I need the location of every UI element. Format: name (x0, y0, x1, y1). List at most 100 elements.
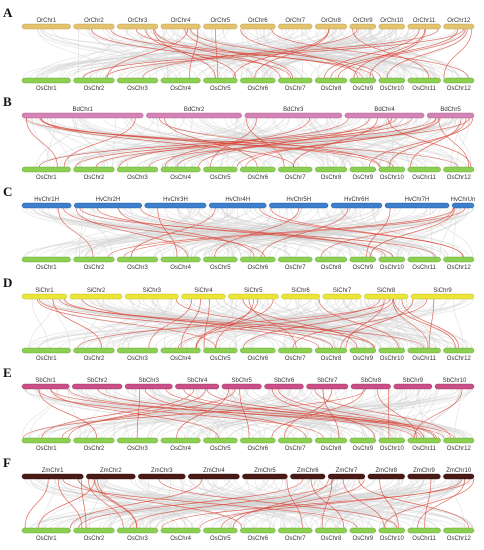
top-chromosome-label: BdChr1 (73, 107, 94, 113)
rice-chromosome-bar (278, 347, 313, 354)
synteny-link (166, 28, 384, 79)
top-chromosome-label: HvChr5H (286, 197, 311, 203)
rice-chromosome-label: OsChr9 (352, 265, 373, 271)
synteny-link (251, 117, 345, 168)
top-chromosome-bar (21, 293, 67, 300)
top-chromosome-bar (138, 473, 186, 480)
synteny-link (130, 207, 189, 258)
synteny-link (78, 207, 84, 258)
rice-chromosome-bar (21, 166, 71, 173)
rice-chromosome-label: OsChr12 (447, 265, 472, 271)
rice-chromosome-bar (116, 527, 159, 534)
synteny-link (337, 478, 424, 529)
synteny-link (292, 298, 428, 349)
top-chromosome-label: OrChr1 (36, 18, 56, 24)
synteny-link (352, 28, 430, 79)
top-chromosome-bar (208, 202, 267, 209)
synteny-link (75, 207, 92, 258)
rice-chromosome-bar (160, 166, 201, 173)
rice-chromosome-label: OsChr11 (412, 536, 436, 542)
synteny-link (360, 298, 364, 349)
synteny-link (38, 117, 397, 168)
synteny-link (180, 298, 201, 349)
top-chromosome-bar (86, 473, 136, 480)
top-chromosome-label: HvChr6H (344, 197, 369, 203)
synteny-link (118, 117, 290, 168)
rice-chromosome-label: OsChr4 (170, 356, 191, 362)
top-chromosome-bar (315, 23, 348, 30)
synteny-link (127, 298, 196, 349)
synteny-link (344, 117, 411, 168)
rice-chromosome-bar (407, 437, 441, 444)
rice-chromosome-label: OsChr7 (285, 86, 306, 92)
rice-chromosome-label: OsChr8 (321, 175, 342, 181)
rice-chromosome-bar (240, 166, 276, 173)
synteny-link (366, 207, 391, 258)
rice-chromosome-bar (349, 437, 376, 444)
synteny-link (206, 478, 473, 529)
top-chromosome-bar (69, 293, 123, 300)
synteny-link (68, 388, 206, 439)
rice-chromosome-bar (116, 77, 159, 84)
synteny-link (140, 478, 437, 529)
rice-chromosome-label: OsChr11 (412, 265, 436, 271)
synteny-link (110, 28, 374, 79)
synteny-link (70, 28, 374, 79)
synteny-link (67, 388, 81, 439)
top-chromosome-label: HvChr1H (34, 197, 59, 203)
synteny-link (135, 28, 363, 79)
top-chromosome-bar (21, 473, 84, 480)
synteny-link (317, 28, 334, 79)
synteny-link (123, 298, 170, 349)
synteny-link (41, 388, 195, 439)
rice-chromosome-label: OsChr7 (285, 175, 306, 181)
synteny-link (340, 298, 414, 349)
synteny-link (126, 28, 268, 79)
rice-chromosome-bar (407, 77, 441, 84)
top-chromosome-bar (327, 473, 366, 480)
synteny-link (236, 117, 467, 168)
top-chromosome-bar (290, 473, 326, 480)
synteny-link (159, 117, 380, 168)
synteny-link (108, 207, 455, 258)
top-chromosome-bar (407, 23, 441, 30)
synteny-links (27, 298, 474, 349)
synteny-link (97, 298, 177, 349)
synteny-link (294, 478, 412, 529)
synteny-link (452, 207, 457, 258)
synteny-link (40, 28, 208, 79)
top-chromosome-label: ZmChr1 (42, 468, 64, 474)
synteny-link (226, 207, 239, 258)
top-chromosome-bar (203, 23, 238, 30)
synteny-link (452, 478, 465, 529)
synteny-link (92, 478, 134, 529)
rice-chromosome-bar (160, 256, 201, 263)
top-chromosome-label: SiChr4 (194, 288, 213, 294)
rice-chromosome-label: OsChr10 (380, 446, 405, 452)
rice-chromosome-label: OsChr1 (36, 175, 57, 181)
synteny-link (261, 207, 349, 258)
rice-chromosome-label: OsChr5 (210, 86, 231, 92)
top-chromosome-bar (144, 202, 207, 209)
rice-chromosome-bar (73, 437, 115, 444)
rice-chromosome-bar (240, 256, 276, 263)
top-chromosome-label: OrChr11 (413, 18, 436, 24)
synteny-link (342, 28, 416, 79)
top-chromosome-bar (240, 23, 276, 30)
synteny-link (394, 28, 436, 79)
synteny-link (387, 28, 424, 79)
top-chromosome-bar (72, 383, 123, 390)
synteny-link (62, 478, 358, 529)
synteny-link (63, 478, 446, 529)
synteny-link (394, 298, 400, 349)
synteny-link (37, 28, 114, 79)
synteny-links (24, 478, 475, 529)
synteny-link (100, 298, 141, 349)
rice-chromosome-bar (315, 437, 348, 444)
top-chromosome-bar (21, 112, 144, 119)
synteny-link (339, 28, 468, 79)
top-chromosome-label: OrChr5 (210, 18, 230, 24)
top-chromosome-label: ZmChr2 (100, 468, 122, 474)
synteny-link (368, 298, 437, 349)
synteny-link (331, 298, 447, 349)
